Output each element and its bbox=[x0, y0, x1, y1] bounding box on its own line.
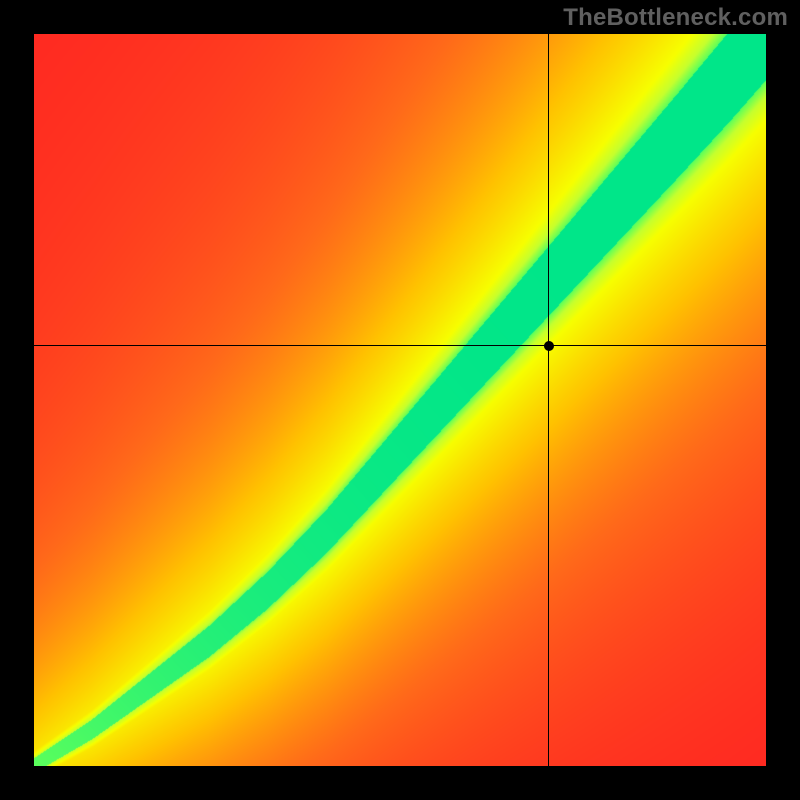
watermark-text: TheBottleneck.com bbox=[563, 4, 788, 32]
crosshair-vertical bbox=[548, 34, 549, 766]
heatmap-canvas bbox=[34, 34, 766, 766]
crosshair-marker bbox=[544, 341, 554, 351]
crosshair-horizontal bbox=[34, 345, 766, 346]
heatmap-plot bbox=[34, 34, 766, 766]
chart-container: TheBottleneck.com bbox=[0, 0, 800, 800]
